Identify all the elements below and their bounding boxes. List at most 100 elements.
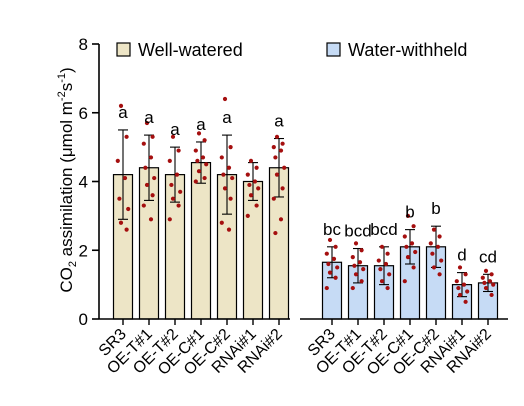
data-point: [176, 148, 181, 153]
data-point: [280, 186, 285, 191]
data-point: [456, 285, 461, 291]
data-point: [457, 265, 463, 270]
data-point: [430, 251, 435, 256]
data-point: [489, 292, 494, 298]
legend-label: Well-watered: [138, 40, 243, 60]
data-point: [252, 179, 258, 184]
y-axis-label-sup2: -1: [56, 73, 68, 83]
data-point: [221, 172, 226, 177]
data-point: [465, 289, 470, 294]
data-point: [413, 249, 418, 255]
significance-letter: bcd: [370, 220, 397, 239]
significance-letter: a: [144, 108, 154, 127]
data-point: [324, 285, 329, 291]
data-point: [118, 220, 124, 225]
data-point: [461, 282, 467, 287]
data-point: [144, 120, 150, 126]
data-point: [247, 182, 252, 188]
data-point: [219, 220, 224, 225]
y-tick-label: 6: [79, 104, 88, 123]
data-point: [124, 227, 129, 232]
significance-letter: a: [196, 115, 206, 134]
y-axis-label-sup1: -2: [56, 91, 68, 101]
data-point: [404, 244, 409, 249]
data-point: [170, 196, 176, 201]
data-point: [202, 138, 207, 143]
data-point: [435, 244, 441, 249]
data-point: [254, 203, 259, 208]
data-point: [333, 275, 338, 280]
data-point: [274, 134, 280, 139]
data-point: [491, 282, 496, 287]
y-axis-label-prefix: CO: [57, 267, 76, 293]
data-point: [126, 206, 131, 212]
data-point: [196, 131, 202, 136]
data-point: [248, 158, 254, 163]
data-point: [228, 196, 233, 201]
data-point: [167, 217, 172, 222]
data-point: [387, 272, 392, 277]
data-point: [335, 265, 340, 270]
y-axis-label: CO2 assimilation (μmol m-2s-1): [56, 67, 79, 292]
data-point: [193, 148, 198, 153]
data-point: [222, 96, 228, 102]
data-point: [379, 279, 385, 284]
y-tick-label: 8: [79, 35, 88, 54]
data-point: [489, 272, 494, 277]
data-point: [333, 244, 338, 249]
significance-letter: d: [457, 246, 466, 265]
data-point: [148, 217, 154, 222]
data-point: [115, 158, 120, 163]
y-tick-label: 2: [79, 241, 88, 260]
data-point: [219, 155, 224, 160]
data-point: [383, 261, 389, 267]
data-point: [176, 203, 181, 208]
significance-letter: b: [405, 203, 414, 222]
data-point: [454, 279, 459, 284]
data-point: [174, 172, 180, 177]
data-point: [357, 260, 363, 265]
data-point: [483, 268, 489, 273]
data-point: [167, 158, 172, 163]
data-point: [411, 224, 416, 229]
data-point: [480, 275, 485, 280]
data-point: [409, 241, 415, 246]
data-point: [327, 237, 333, 243]
data-point: [327, 270, 333, 275]
data-point: [170, 134, 176, 139]
data-point: [439, 258, 444, 263]
data-point: [248, 193, 254, 198]
data-point: [271, 145, 276, 150]
data-point: [487, 279, 493, 284]
data-point: [437, 272, 442, 277]
significance-letter: b: [431, 199, 440, 218]
data-point: [226, 165, 232, 170]
y-axis-label-end: ): [57, 67, 76, 73]
data-point: [230, 175, 235, 181]
data-point: [117, 196, 122, 201]
data-point: [144, 182, 150, 188]
data-point: [437, 234, 442, 239]
data-point: [431, 265, 437, 270]
y-axis-label-sub: 2: [67, 261, 79, 267]
data-point: [273, 155, 278, 160]
data-point: [463, 299, 468, 304]
significance-letter: bcd: [344, 222, 371, 241]
data-point: [361, 267, 366, 272]
data-point: [118, 103, 124, 108]
data-point: [152, 175, 157, 181]
legend-swatch: [326, 42, 341, 57]
y-axis-label-mid: s: [57, 83, 76, 92]
data-point: [402, 234, 407, 239]
data-point: [405, 255, 411, 260]
data-point: [200, 155, 206, 160]
data-point: [402, 279, 407, 284]
legend: Well-watered Water-withheld: [116, 40, 467, 60]
data-point: [150, 134, 155, 139]
data-point: [226, 227, 232, 232]
data-point: [280, 141, 285, 146]
data-point: [256, 186, 261, 191]
data-point: [350, 285, 355, 291]
data-point: [273, 230, 278, 236]
